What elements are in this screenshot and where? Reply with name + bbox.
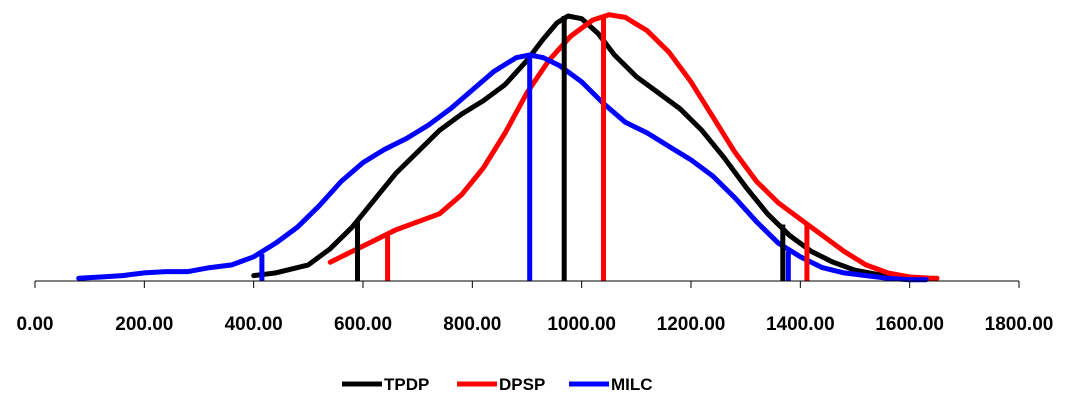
x-tick-label: 600.00: [334, 314, 392, 335]
series-line-dpsp: [327, 12, 940, 281]
series-line-tpdp: [251, 13, 924, 281]
x-tick-label: 800.00: [443, 314, 501, 335]
series-layer: [76, 12, 940, 283]
x-tick-label: 1400.00: [766, 314, 835, 335]
x-tick-label: 200.00: [115, 314, 173, 335]
x-tick-label: 400.00: [225, 314, 283, 335]
legend-label-dpsp: DPSP: [499, 375, 545, 394]
x-ticks: 0.00 200.00 400.00 600.00 800.00 1000.00 1200.…: [17, 281, 1054, 335]
x-tick-label: 1600.00: [875, 314, 944, 335]
x-tick-label: 1000.00: [547, 314, 616, 335]
x-tick-label: 0.00: [17, 314, 54, 335]
x-tick-label: 1200.00: [657, 314, 726, 335]
legend-label-milc: MILC: [611, 375, 653, 394]
series-line-milc: [76, 52, 929, 283]
legend: TPDP DPSP MILC: [342, 375, 653, 394]
x-tick-label: 1800.00: [985, 314, 1054, 335]
legend-label-tpdp: TPDP: [384, 375, 429, 394]
